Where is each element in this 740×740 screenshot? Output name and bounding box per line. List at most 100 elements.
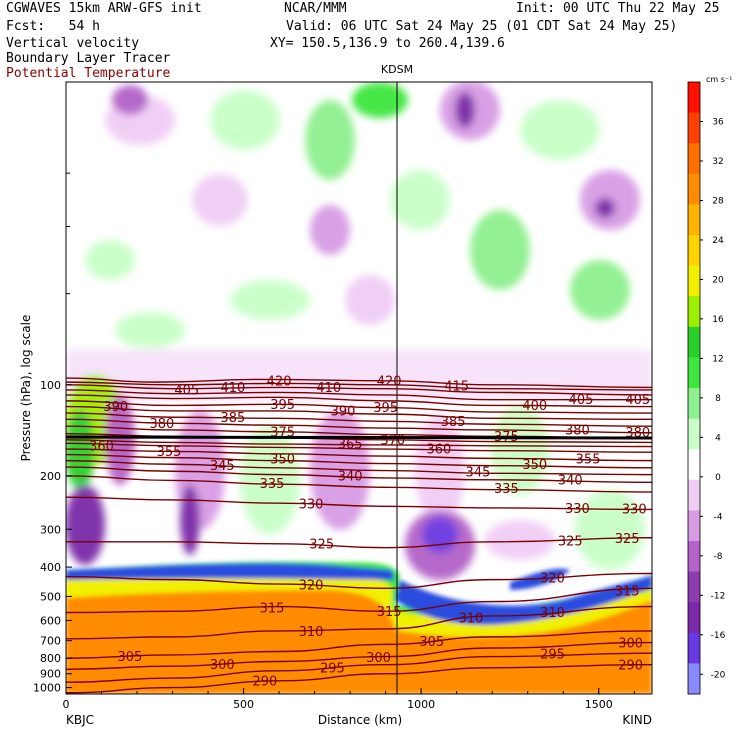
x-axis: 0 500 1000 1500	[63, 688, 635, 711]
kdsm-marker-label: KDSM	[381, 63, 413, 76]
colorbar-swatch	[688, 388, 700, 420]
isentrope-330	[66, 496, 652, 511]
theta-label-310: 310	[540, 606, 565, 621]
isentrope-420	[66, 377, 652, 389]
isentrope-365	[66, 439, 652, 448]
shaded-field	[66, 82, 652, 694]
forecast-hour: Fcst: 54 h	[6, 19, 100, 34]
colorbar-tick-label: -12	[711, 591, 726, 601]
theta-label-360: 360	[89, 439, 114, 454]
colorbar-tick-label: -16	[711, 631, 726, 641]
colorbar-swatch	[688, 571, 700, 603]
colorbar-swatch	[688, 663, 700, 695]
theta-label-380: 380	[149, 417, 174, 432]
theta-label-315: 315	[377, 605, 402, 620]
colorbar-swatch	[688, 296, 700, 328]
theta-label-315: 315	[260, 601, 285, 616]
theta-label-330: 330	[565, 502, 590, 517]
theta-label-410: 410	[316, 381, 341, 396]
isentrope-380	[66, 418, 652, 434]
colorbar-swatch	[688, 632, 700, 664]
theta-label-320: 320	[540, 572, 565, 587]
colorbar-tick-label: 8	[715, 394, 721, 404]
colorbar-tick-label: 0	[715, 473, 721, 483]
isentrope-345	[66, 459, 652, 476]
tropopause-line	[65, 435, 653, 440]
x-axis-label: Distance (km)	[318, 713, 402, 727]
theta-label-290: 290	[618, 658, 643, 673]
theta-label-355: 355	[157, 445, 182, 460]
theta-label-315: 315	[615, 585, 640, 600]
y-tick-label: 600	[40, 614, 61, 627]
theta-label-370: 370	[380, 433, 405, 448]
theta-label-405: 405	[569, 393, 594, 408]
theta-label-415: 415	[444, 380, 469, 395]
isentrope-310	[66, 605, 652, 640]
x-end-station: KIND	[622, 713, 652, 727]
isentrope-410	[66, 384, 652, 396]
theta-label-305: 305	[419, 635, 444, 650]
y-tick-label: 800	[40, 652, 61, 665]
theta-label-325: 325	[558, 534, 583, 549]
colorbar-tick-label: 24	[712, 236, 724, 246]
colorbar-tick-label: 28	[712, 196, 724, 206]
theta-label-355: 355	[576, 453, 601, 468]
field-label-potential-temperature: Potential Temperature	[6, 66, 171, 81]
colorbar-tick-label: -8	[714, 552, 723, 562]
isentrope-355	[66, 448, 652, 462]
y-tick-label: 700	[40, 635, 61, 648]
theta-label-305: 305	[118, 650, 143, 665]
isentrope-335	[66, 475, 652, 493]
colorbar-swatch	[688, 602, 700, 634]
isentrope-325	[66, 537, 652, 549]
theta-label-300: 300	[210, 658, 235, 673]
colorbar-tick-label: 20	[712, 275, 724, 285]
y-tick-label: 1000	[33, 682, 61, 695]
theta-label-385: 385	[441, 415, 466, 430]
isentrope-385	[66, 412, 652, 427]
field-label-vertical-velocity: Vertical velocity	[6, 36, 140, 51]
isentrope-340	[66, 466, 652, 484]
colorbar-swatch	[688, 235, 700, 267]
x-tick-label: 0	[63, 698, 70, 711]
colorbar-tick-label: 4	[715, 433, 721, 443]
colorbar-swatch	[688, 143, 700, 175]
colorbar-swatch	[688, 357, 700, 389]
colorbar-swatch	[688, 326, 700, 358]
theta-label-300: 300	[618, 636, 643, 651]
theta-label-405: 405	[625, 393, 650, 408]
theta-label-405: 405	[174, 383, 199, 398]
theta-labels: 420 420 415 410 410 405 405 405 400 395 395 390 390 3…	[89, 374, 650, 689]
theta-label-295: 295	[540, 648, 565, 663]
theta-label-340: 340	[558, 473, 583, 488]
theta-label-380: 380	[565, 423, 590, 438]
isentrope-415	[66, 381, 652, 391]
theta-label-390: 390	[331, 404, 356, 419]
theta-label-385: 385	[221, 411, 246, 426]
x-tick-label: 1500	[585, 698, 613, 711]
y-tick-label: 300	[40, 523, 61, 536]
colorbar-swatch	[688, 418, 700, 450]
theta-isentropes	[66, 377, 652, 694]
y-tick-label: 900	[40, 668, 61, 681]
theta-label-420: 420	[377, 374, 402, 389]
isentrope-320	[66, 572, 652, 589]
model-title: CGWAVES 15km ARW-GFS init	[6, 1, 202, 16]
colorbar-unit: cm s⁻¹	[706, 75, 732, 84]
theta-label-335: 335	[494, 482, 519, 497]
field-label-boundary-layer-tracer: Boundary Layer Tracer	[6, 51, 171, 66]
theta-label-300: 300	[366, 651, 391, 666]
colorbar-tick-label: 12	[712, 354, 723, 364]
isentrope-290	[66, 663, 652, 694]
theta-label-345: 345	[466, 465, 491, 480]
init-time: Init: 00 UTC Thu 22 May 25	[516, 1, 720, 16]
colorbar-frame	[687, 81, 701, 695]
theta-label-400: 400	[522, 399, 547, 414]
theta-label-310: 310	[299, 625, 324, 640]
theta-label-395: 395	[373, 401, 398, 416]
colorbar-swatch	[688, 449, 700, 481]
theta-label-340: 340	[338, 469, 363, 484]
cross-section-coords: XY= 150.5,136.9 to 260.4,139.6	[270, 36, 505, 51]
